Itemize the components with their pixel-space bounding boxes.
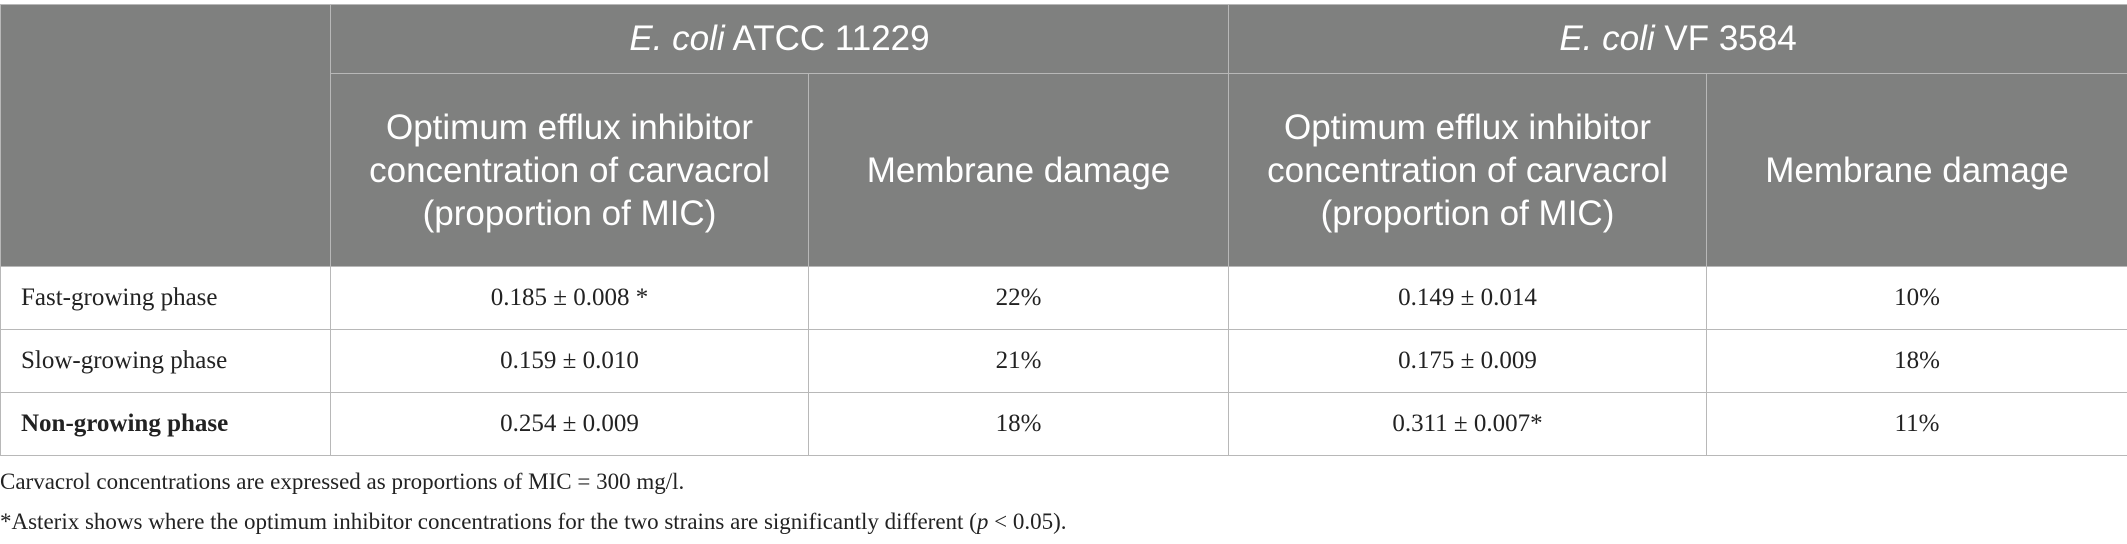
footnote-text: *Asterix shows where the optimum inhibit… (0, 509, 977, 534)
subheader-inhibitor-concentration: Optimum efflux inhibitor concentration o… (330, 73, 809, 267)
table-cell: 0.185 ± 0.008 * (330, 266, 809, 330)
subheader-membrane-damage: Membrane damage (808, 73, 1229, 267)
subheader-membrane-damage: Membrane damage (1705, 73, 2127, 267)
table-row: Non-growing phase 0.254 ± 0.009 18% 0.31… (0, 392, 2127, 456)
row-label: Non-growing phase (0, 392, 331, 456)
table-cell: 22% (808, 266, 1229, 330)
table-cell: 18% (808, 392, 1229, 456)
footnote-p-symbol: p (976, 509, 989, 534)
table-cell: 11% (1705, 392, 2127, 456)
subheader-row: Optimum efflux inhibitor concentration o… (1, 73, 2127, 267)
strain-genus: E. coli (1559, 19, 1655, 58)
footnote-asterisk: *Asterix shows where the optimum inhibit… (0, 502, 1066, 542)
table-cell: 0.311 ± 0.007* (1228, 392, 1707, 456)
results-table: E. coli ATCC 11229 E. coli VF 3584 Optim… (0, 4, 2127, 456)
strain-header-vf: E. coli VF 3584 (1227, 4, 2127, 74)
table-cell: 21% (808, 329, 1229, 393)
strain-genus: E. coli (629, 19, 725, 58)
strain-id: ATCC 11229 (724, 19, 930, 58)
strain-header-row: E. coli ATCC 11229 E. coli VF 3584 (0, 4, 2127, 267)
table-row: Fast-growing phase 0.185 ± 0.008 * 22% 0… (0, 266, 2127, 330)
footnote-mic: Carvacrol concentrations are expressed a… (0, 469, 685, 494)
table-row: Slow-growing phase 0.159 ± 0.010 21% 0.1… (0, 329, 2127, 393)
row-label: Fast-growing phase (0, 266, 331, 330)
strain-header-atcc: E. coli ATCC 11229 (330, 4, 1229, 74)
subheader-inhibitor-concentration: Optimum efflux inhibitor concentration o… (1228, 73, 1707, 267)
table-cell: 0.254 ± 0.009 (330, 392, 809, 456)
table-cell: 0.149 ± 0.014 (1228, 266, 1707, 330)
table-cell: 18% (1705, 329, 2127, 393)
table-cell: 10% (1705, 266, 2127, 330)
footnote-text: < 0.05). (988, 509, 1067, 534)
row-label: Slow-growing phase (0, 329, 331, 393)
empty-corner-header (0, 4, 331, 267)
table-cell: 0.175 ± 0.009 (1228, 329, 1707, 393)
strain-id: VF 3584 (1654, 19, 1797, 58)
table-cell: 0.159 ± 0.010 (330, 329, 809, 393)
table-footnotes: Carvacrol concentrations are expressed a… (0, 462, 1066, 542)
